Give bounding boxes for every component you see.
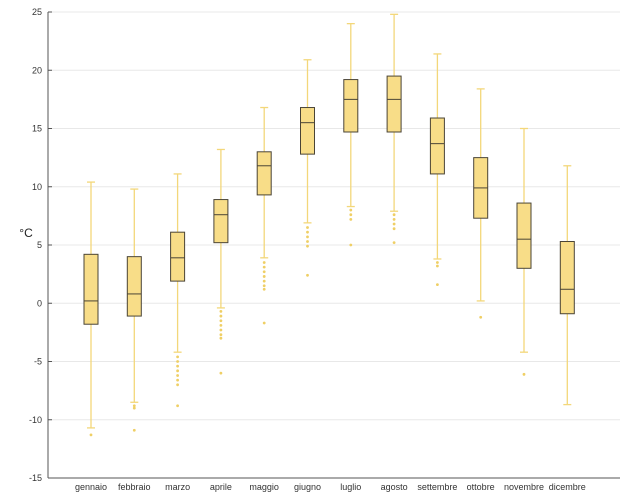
y-tick-label: 5 [37,240,42,250]
outlier-point [349,213,353,217]
x-tick-label: giugno [294,482,321,492]
x-tick-label: ottobre [467,482,495,492]
outlier-point [262,261,266,264]
box-settembre [429,117,445,175]
outlier-point [219,323,223,327]
box-gennaio [83,253,99,325]
x-tick-label: aprile [210,482,232,492]
outlier-point [176,355,180,359]
y-tick-label: 20 [32,65,42,75]
outlier-point [306,240,309,243]
outlier-point [306,244,309,248]
outlier-point [176,404,180,408]
y-tick-label: 10 [32,182,42,192]
outlier-point [219,310,223,313]
outlier-point [132,404,136,408]
x-tick-label: maggio [249,482,279,492]
outlier-point [262,287,266,291]
x-tick-label: marzo [165,482,190,492]
outlier-point [89,433,93,437]
outlier-point [132,428,136,432]
y-tick-label: 25 [32,7,42,17]
box-marzo [170,231,186,282]
box-agosto [386,75,402,133]
outlier-point [132,406,136,410]
outlier-point [306,226,309,229]
x-tick-label: agosto [381,482,408,492]
outlier-point [306,273,309,277]
outlier-point [392,217,396,221]
y-tick-label: -5 [34,357,42,367]
y-tick-label: 0 [37,298,42,308]
outlier-point [436,264,439,268]
x-tick-label: settembre [417,482,457,492]
outlier-point [436,261,439,264]
outlier-point [392,227,396,231]
outlier-point [522,372,526,376]
outlier-point [262,270,266,274]
outlier-point [219,371,223,375]
outlier-point [436,283,439,287]
x-tick-label: gennaio [75,482,107,492]
outlier-point [479,315,483,319]
outlier-point [306,230,309,234]
outlier-point [349,243,353,247]
y-tick-label: -15 [29,473,42,483]
x-tick-label: luglio [340,482,361,492]
y-axis-label: °C [19,226,33,240]
outlier-point [219,336,223,340]
outlier-point [219,328,223,332]
box-luglio [343,79,359,133]
outlier-point [176,364,180,368]
outlier-point [176,360,180,363]
outlier-point [176,369,180,373]
outlier-point [392,241,396,245]
box-dicembre [559,241,575,315]
outlier-point [262,265,266,269]
y-tick-label: -10 [29,415,42,425]
outlier-point [392,213,396,217]
outlier-point [349,217,353,221]
box-giugno [300,107,315,155]
y-tick-label: 15 [32,124,42,134]
x-tick-label: dicembre [549,482,586,492]
x-tick-label: novembre [504,482,544,492]
box-maggio [256,151,272,196]
outlier-point [262,321,266,325]
outlier-point [262,284,266,288]
outlier-point [219,319,223,323]
outlier-point [176,374,180,377]
outlier-point [392,222,396,226]
outlier-point [349,208,353,212]
outlier-point [176,383,180,387]
box-novembre [516,202,532,269]
outlier-point [219,314,223,318]
outlier-point [176,378,180,382]
box-aprile [213,199,229,244]
outlier-point [262,279,266,283]
outlier-point [306,235,309,239]
outlier-point [219,333,223,337]
outlier-point [262,275,266,278]
box-febbraio [126,256,142,317]
x-tick-label: febbraio [118,482,151,492]
